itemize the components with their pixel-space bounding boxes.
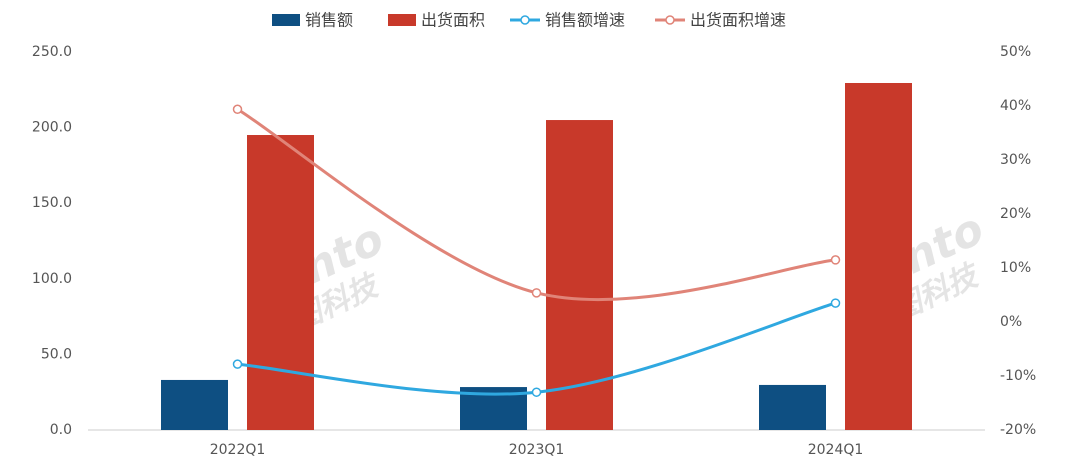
y2-tick-label: 0%: [1000, 314, 1022, 330]
x-tick-label: 2022Q1: [210, 442, 266, 458]
legend-label: 销售额增速: [545, 11, 625, 30]
y2-tick-label: -20%: [1000, 422, 1036, 438]
y-tick-label: 100.0: [32, 271, 72, 287]
x-tick-label: 2023Q1: [509, 442, 565, 458]
y2-tick-label: 20%: [1000, 206, 1031, 222]
x-tick-label: 2024Q1: [808, 442, 864, 458]
y2-tick-label: 50%: [1000, 44, 1031, 60]
line-point: [531, 387, 542, 397]
y-tick-label: 200.0: [32, 120, 72, 136]
bar: [546, 120, 613, 430]
y-tick-label: 150.0: [32, 195, 72, 211]
line-point: [232, 359, 243, 369]
line-point: [531, 288, 542, 298]
bar: [759, 384, 826, 430]
y2-tick-label: -10%: [1000, 368, 1036, 384]
y2-tick-label: 30%: [1000, 152, 1031, 168]
line-point: [830, 255, 841, 265]
y2-tick-label: 40%: [1000, 98, 1031, 114]
bar: [247, 135, 314, 431]
legend-label: 出货面积: [421, 11, 485, 30]
legend-swatch: [665, 15, 675, 25]
y-tick-label: 250.0: [32, 44, 72, 60]
line-point: [830, 298, 841, 308]
bar: [161, 379, 228, 430]
y-tick-label: 0.0: [50, 422, 72, 438]
bar: [845, 82, 912, 430]
legend-label: 出货面积增速: [690, 11, 786, 30]
y-tick-label: 50.0: [41, 346, 72, 362]
legend-label: 销售额: [305, 11, 353, 30]
legend-swatch: [272, 14, 300, 26]
legend-swatch: [388, 14, 416, 26]
y2-tick-label: 10%: [1000, 260, 1031, 276]
legend-swatch: [520, 15, 530, 25]
line-point: [232, 104, 243, 114]
